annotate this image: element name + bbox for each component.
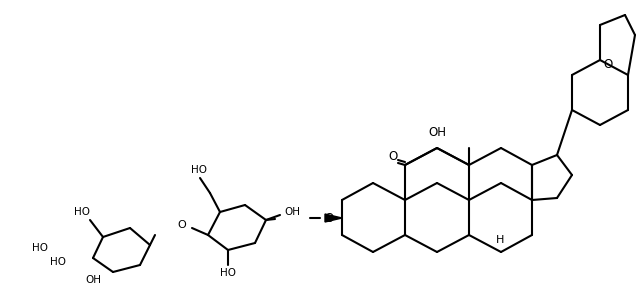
Text: OH: OH [85,275,101,285]
Text: HO: HO [191,165,207,175]
Text: HO: HO [50,257,66,267]
Text: O: O [604,58,612,72]
Text: HO: HO [32,243,48,253]
Text: HO: HO [74,207,90,217]
Text: O: O [178,220,186,230]
Text: O: O [388,150,397,163]
Text: H: H [496,235,504,245]
Text: O: O [324,212,333,225]
Polygon shape [325,214,342,222]
Text: OH: OH [284,207,300,217]
Text: OH: OH [428,126,446,139]
Text: HO: HO [220,268,236,278]
